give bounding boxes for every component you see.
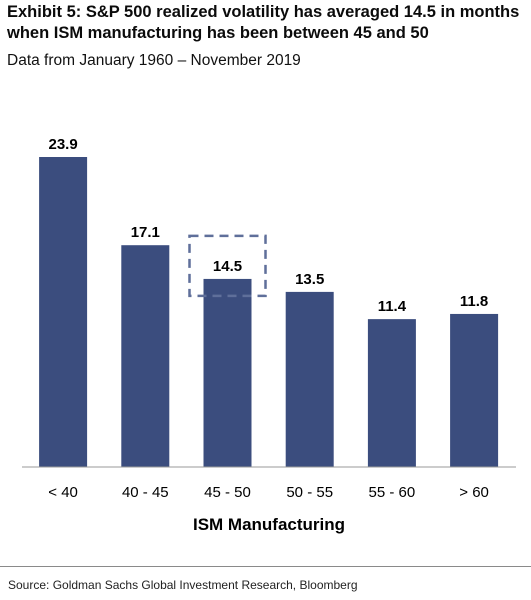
chart-subtitle: Data from January 1960 – November 2019 [7, 52, 301, 69]
x-tick-label-5: > 60 [459, 484, 489, 501]
bar-2 [203, 278, 252, 467]
bar-1 [121, 245, 170, 467]
source-note: Source: Goldman Sachs Global Investment … [8, 578, 358, 592]
bar-group [39, 157, 499, 467]
bar-0 [39, 157, 88, 467]
bar-4 [367, 319, 416, 467]
bar-5 [450, 313, 499, 467]
x-tick-label-4: 55 - 60 [369, 484, 416, 501]
x-axis-label: ISM Manufacturing [193, 515, 345, 534]
x-tick-label-3: 50 - 55 [286, 484, 333, 501]
data-label-5: 11.8 [460, 293, 488, 310]
footer-divider [0, 566, 531, 567]
x-tick-label-1: 40 - 45 [122, 484, 169, 501]
data-label-3: 13.5 [295, 271, 324, 288]
bar-chart: 23.9 17.1 14.5 13.5 11.4 11.8 < 40 40 - 45 45 -… [22, 136, 516, 534]
x-tick-label-2: 45 - 50 [204, 484, 251, 501]
chart-title: Exhibit 5: S&P 500 realized volatility h… [7, 3, 520, 42]
x-tick-label-0: < 40 [48, 484, 78, 501]
bar-3 [285, 291, 334, 467]
x-tick-label-group: < 40 40 - 45 45 - 50 50 - 55 55 - 60 > 60 [48, 484, 489, 501]
data-label-1: 17.1 [131, 224, 160, 241]
data-label-4: 11.4 [378, 298, 407, 315]
data-label-0: 23.9 [48, 136, 77, 153]
data-label-2: 14.5 [213, 258, 242, 275]
data-label-group: 23.9 17.1 14.5 13.5 11.4 11.8 [48, 136, 488, 315]
highlight-dashed-box [188, 234, 267, 298]
